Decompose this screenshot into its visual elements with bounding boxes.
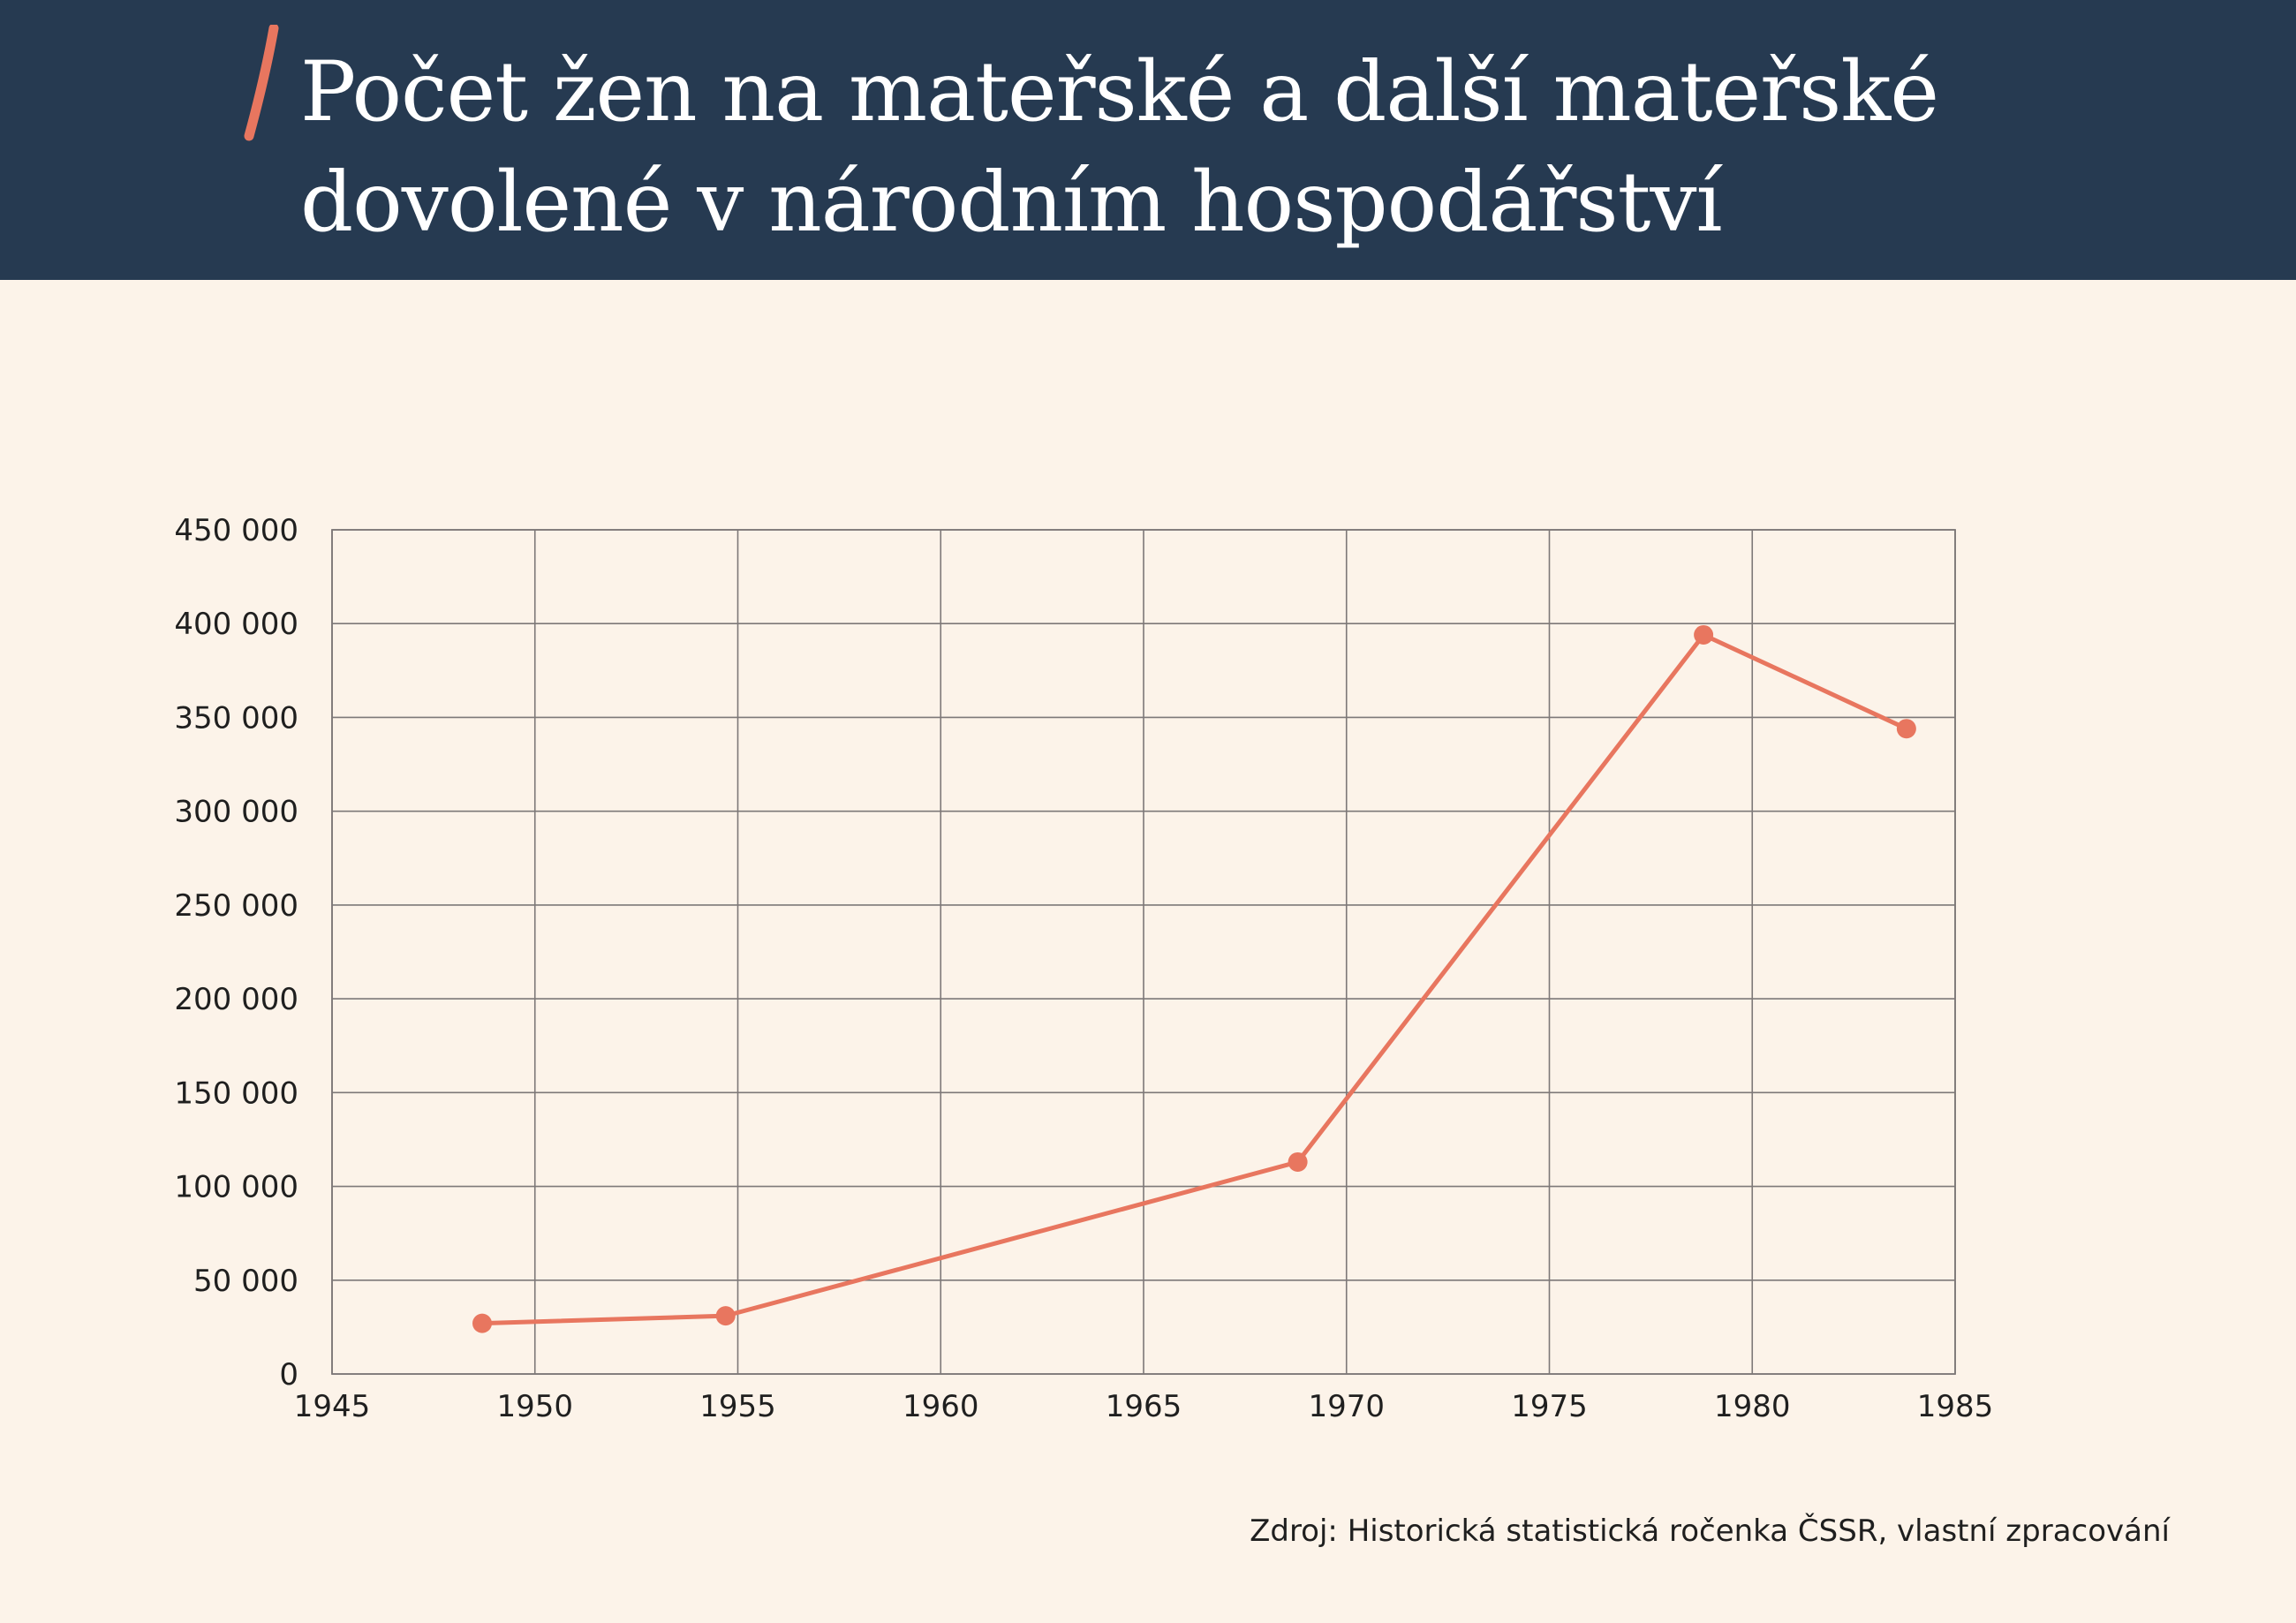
source-note: Zdroj: Historická statistická ročenka ČS… bbox=[1250, 1514, 2170, 1549]
x-tick-label: 1965 bbox=[1106, 1389, 1182, 1424]
y-tick-label: 200 000 bbox=[174, 982, 298, 1017]
y-tick-label: 0 bbox=[279, 1357, 298, 1393]
chart-title-line-2: dovolené v národním hospodářství bbox=[300, 155, 1723, 251]
chart-title-line-1: Počet žen na mateřské a další mateřské bbox=[300, 44, 1939, 140]
y-tick-label: 250 000 bbox=[174, 888, 298, 924]
y-tick-label: 100 000 bbox=[174, 1170, 298, 1205]
chart-series bbox=[472, 624, 1916, 1333]
y-tick-label: 350 000 bbox=[174, 700, 298, 736]
accent-slash-icon bbox=[244, 25, 279, 141]
x-tick-label: 1945 bbox=[294, 1389, 371, 1424]
data-point bbox=[1288, 1151, 1308, 1172]
y-tick-label: 400 000 bbox=[174, 607, 298, 642]
chart-grid bbox=[331, 529, 1956, 1375]
x-tick-label: 1960 bbox=[903, 1389, 979, 1424]
y-tick-label: 50 000 bbox=[193, 1264, 298, 1299]
chart-axes: 0 50 000 100 000 150 000 200 000 250 000 300 0… bbox=[174, 513, 1993, 1424]
y-tick-label: 300 000 bbox=[174, 795, 298, 830]
y-tick-label: 150 000 bbox=[174, 1076, 298, 1111]
x-tick-label: 1950 bbox=[496, 1389, 573, 1424]
plot-frame bbox=[331, 529, 1956, 1375]
y-tick-label: 450 000 bbox=[174, 513, 298, 548]
x-tick-label: 1975 bbox=[1511, 1389, 1588, 1424]
data-point bbox=[1896, 719, 1916, 739]
chart-title: Počet žen na mateřské a další mateřské d… bbox=[300, 37, 2243, 258]
data-point bbox=[715, 1306, 736, 1326]
x-tick-label: 1980 bbox=[1714, 1389, 1791, 1424]
x-tick-label: 1955 bbox=[699, 1389, 776, 1424]
header-banner: Počet žen na mateřské a další mateřské d… bbox=[0, 0, 2296, 280]
data-point bbox=[472, 1313, 493, 1333]
x-tick-label: 1970 bbox=[1308, 1389, 1385, 1424]
data-point bbox=[1694, 624, 1714, 645]
series-line bbox=[481, 632, 1907, 1326]
x-tick-label: 1985 bbox=[1917, 1389, 1994, 1424]
